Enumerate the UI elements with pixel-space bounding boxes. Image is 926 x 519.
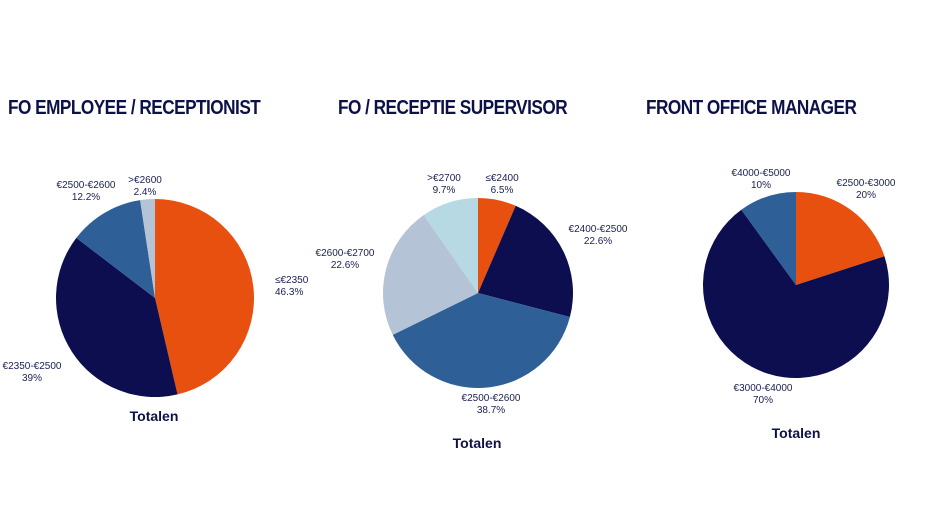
slice-label: >€2600 2.4%	[128, 175, 162, 198]
slice-label: ≤€2350 46.3%	[275, 275, 309, 298]
pie-slice	[796, 192, 885, 285]
pie-slice	[703, 209, 889, 379]
slice-label: €2500-€3000 20%	[837, 178, 896, 201]
slice-label: €2350-€2500 39%	[3, 361, 62, 384]
pie-slice	[140, 199, 155, 298]
pie-slice	[155, 198, 255, 395]
pie-slice	[383, 215, 478, 335]
pie-slice	[55, 237, 178, 398]
slice-label: €2400-€2500 22.6%	[569, 224, 628, 247]
slice-label: €2600-€2700 22.6%	[316, 248, 375, 271]
chart-title: FRONT OFFICE MANAGER	[646, 97, 857, 119]
slice-label: €2500-€2600 12.2%	[57, 180, 116, 203]
slice-label: €2500-€2600 38.7%	[462, 393, 521, 416]
chart-title: FO / RECEPTIE SUPERVISOR	[338, 97, 568, 119]
pie-slice	[478, 198, 516, 293]
pie-slice	[741, 192, 796, 285]
slice-label: ≤€2400 6.5%	[485, 173, 519, 196]
slice-label: €4000-€5000 10%	[732, 168, 791, 191]
chart-caption: Totalen	[771, 425, 821, 441]
chart-caption: Totalen	[452, 435, 502, 451]
pie-slice	[76, 200, 155, 298]
chart-caption: Totalen	[129, 408, 179, 424]
pie-slice	[392, 293, 570, 389]
pie-slice	[478, 205, 573, 318]
chart-title: FO EMPLOYEE / RECEPTIONIST	[8, 97, 261, 119]
pie-slice	[423, 198, 478, 293]
slice-label: €3000-€4000 70%	[734, 383, 793, 406]
slice-label: >€2700 9.7%	[427, 173, 461, 196]
